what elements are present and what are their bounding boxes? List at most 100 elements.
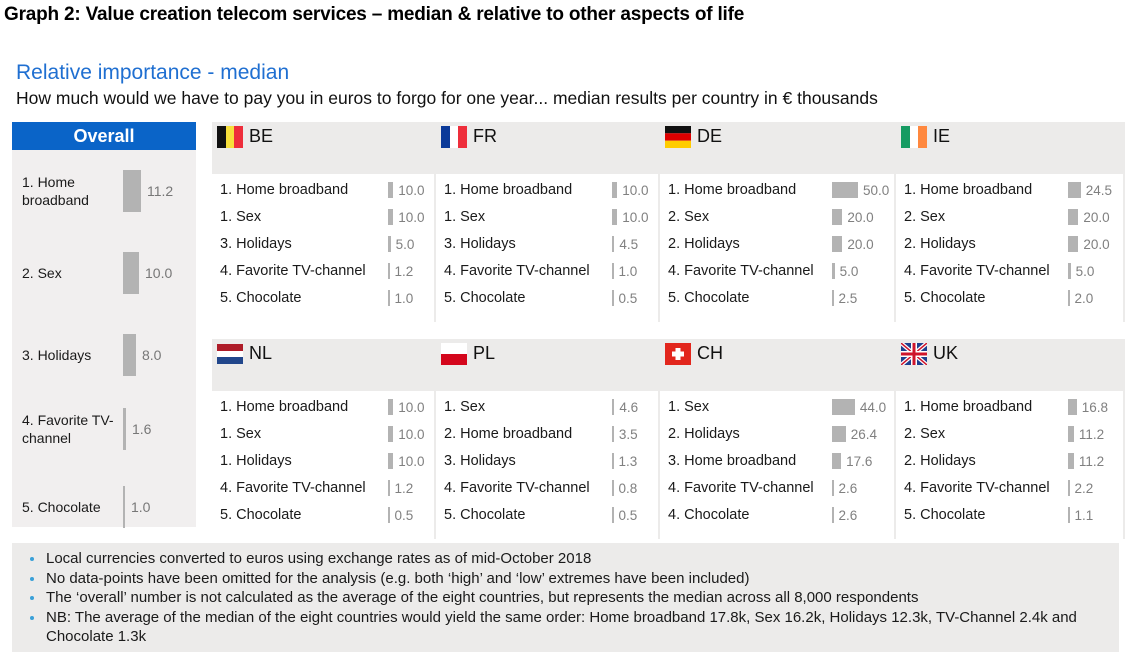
ranking-row: 1. Home broadband 10.0 — [436, 178, 658, 205]
ranking-value: 4.5 — [619, 237, 639, 252]
ranking-label: 4. Favorite TV-channel — [904, 263, 1050, 279]
ranking-value: 17.6 — [846, 454, 873, 469]
overall-value: 11.2 — [147, 183, 174, 199]
bullet-icon — [30, 596, 34, 600]
ranking-bar — [388, 399, 394, 415]
footnote-text: NB: The average of the median of the eig… — [46, 608, 1077, 646]
footnote-text: No data-points have been omitted for the… — [46, 569, 750, 587]
ranking-value: 1.2 — [394, 481, 414, 496]
ranking-row: 1. Home broadband 10.0 — [212, 178, 434, 205]
ranking-value: 20.0 — [1083, 237, 1110, 252]
ranking-bar — [612, 426, 614, 442]
overall-row-label: 4. Favorite TV-channel — [22, 412, 114, 446]
country-code: UK — [933, 343, 959, 363]
ranking-value: 1.3 — [618, 454, 638, 469]
ranking-bar — [388, 290, 390, 306]
ranking-bar — [612, 453, 614, 469]
ranking-bar — [832, 182, 858, 198]
ranking-value: 10.0 — [398, 210, 425, 225]
overall-value: 8.0 — [142, 347, 162, 363]
country-ranking: 1. Home broadband 50.0 2. Sex 20.0 2. Holida… — [660, 174, 896, 322]
country-panel-de: DE 1. Home broadband 50.0 2. Sex 20.0 2. Holi… — [660, 122, 896, 322]
ranking-label: 4. Favorite TV-channel — [904, 480, 1050, 496]
ranking-value: 10.0 — [398, 183, 425, 198]
ranking-bar — [388, 453, 394, 469]
ranking-label: 1. Home broadband — [444, 182, 573, 198]
ranking-label: 1. Home broadband — [220, 399, 349, 415]
overall-row: 2. Sex 10.0 — [12, 250, 196, 296]
ranking-value: 20.0 — [847, 210, 874, 225]
ranking-row: 2. Sex 20.0 — [660, 205, 894, 232]
ranking-label: 1. Sex — [444, 399, 486, 415]
country-code: NL — [249, 343, 273, 363]
ranking-row: 2. Sex 11.2 — [896, 422, 1123, 449]
ranking-value: 2.6 — [838, 508, 858, 523]
overall-value: 10.0 — [145, 265, 173, 281]
ranking-bar — [832, 399, 855, 415]
ranking-row: 1. Home broadband 24.5 — [896, 178, 1123, 205]
overall-row: 4. Favorite TV-channel 1.6 — [12, 406, 196, 452]
ranking-value: 10.0 — [398, 454, 425, 469]
country-header: IE — [896, 122, 1125, 174]
chart-subtitle: Relative importance - median — [16, 61, 290, 84]
footnote-item: The ‘overall’ number is not calculated a… — [20, 588, 1111, 608]
ranking-bar — [1068, 209, 1079, 225]
ranking-bar — [612, 209, 618, 225]
country-code: CH — [697, 343, 723, 363]
poland-flag-icon — [441, 343, 467, 365]
ranking-row: 1. Sex 10.0 — [212, 205, 434, 232]
bullet-icon — [30, 576, 34, 581]
ranking-label: 3. Holidays — [444, 453, 516, 469]
uk-flag-icon — [899, 341, 929, 367]
ranking-value: 50.0 — [863, 183, 890, 198]
ranking-bar — [612, 182, 618, 198]
country-header: NL — [212, 339, 436, 391]
ranking-bar — [1068, 507, 1070, 523]
footnotes: Local currencies converted to euros usin… — [12, 543, 1119, 652]
overall-bar — [123, 408, 126, 450]
ranking-row: 2. Sex 20.0 — [896, 205, 1123, 232]
overall-bar — [123, 252, 139, 294]
footnote-text: Local currencies converted to euros usin… — [46, 550, 592, 567]
ranking-value: 26.4 — [850, 427, 877, 442]
ranking-bar — [832, 453, 842, 469]
ranking-row: 1. Home broadband 10.0 — [212, 395, 434, 422]
ranking-label: 5. Chocolate — [220, 507, 302, 523]
ranking-value: 20.0 — [847, 237, 874, 252]
ranking-label: 2. Sex — [904, 209, 946, 225]
ranking-value: 5.0 — [1075, 264, 1095, 279]
overall-row-label: 3. Holidays — [22, 347, 92, 363]
ranking-bar — [388, 209, 394, 225]
ranking-value: 24.5 — [1085, 183, 1113, 198]
ranking-bar — [612, 507, 614, 523]
ranking-row: 3. Holidays 4.5 — [436, 232, 658, 259]
ranking-label: 5. Chocolate — [444, 507, 526, 523]
ranking-bar — [832, 263, 835, 279]
footnote-text: The ‘overall’ number is not calculated a… — [46, 589, 919, 606]
ranking-row: 4. Favorite TV-channel 0.8 — [436, 476, 658, 503]
ranking-row: 4. Favorite TV-channel 2.6 — [660, 476, 894, 503]
ranking-value: 5.0 — [395, 237, 415, 252]
ranking-label: 5. Chocolate — [904, 290, 986, 306]
ranking-bar — [832, 426, 846, 442]
ranking-row: 2. Home broadband 3.5 — [436, 422, 658, 449]
country-code: FR — [473, 126, 497, 146]
ranking-bar — [1068, 426, 1074, 442]
ranking-value: 0.5 — [618, 291, 638, 306]
switzerland-flag-icon — [665, 343, 691, 365]
ranking-bar — [1068, 480, 1070, 496]
ranking-label: 2. Sex — [904, 426, 946, 442]
overall-row: 5. Chocolate 1.0 — [12, 484, 196, 530]
graph-title: Graph 2: Value creation telecom services… — [4, 4, 745, 25]
ranking-bar — [1068, 453, 1074, 469]
ranking-value: 0.8 — [618, 481, 638, 496]
ranking-row: 1. Sex 44.0 — [660, 395, 894, 422]
ranking-row: 4. Favorite TV-channel 2.2 — [896, 476, 1123, 503]
country-header: PL — [436, 339, 660, 391]
ranking-label: 1. Sex — [220, 426, 262, 442]
ranking-row: 1. Holidays 10.0 — [212, 449, 434, 476]
overall-value: 1.0 — [131, 499, 151, 515]
country-code: DE — [697, 126, 723, 146]
ranking-row: 3. Home broadband 17.6 — [660, 449, 894, 476]
ranking-label: 2. Holidays — [904, 236, 976, 252]
